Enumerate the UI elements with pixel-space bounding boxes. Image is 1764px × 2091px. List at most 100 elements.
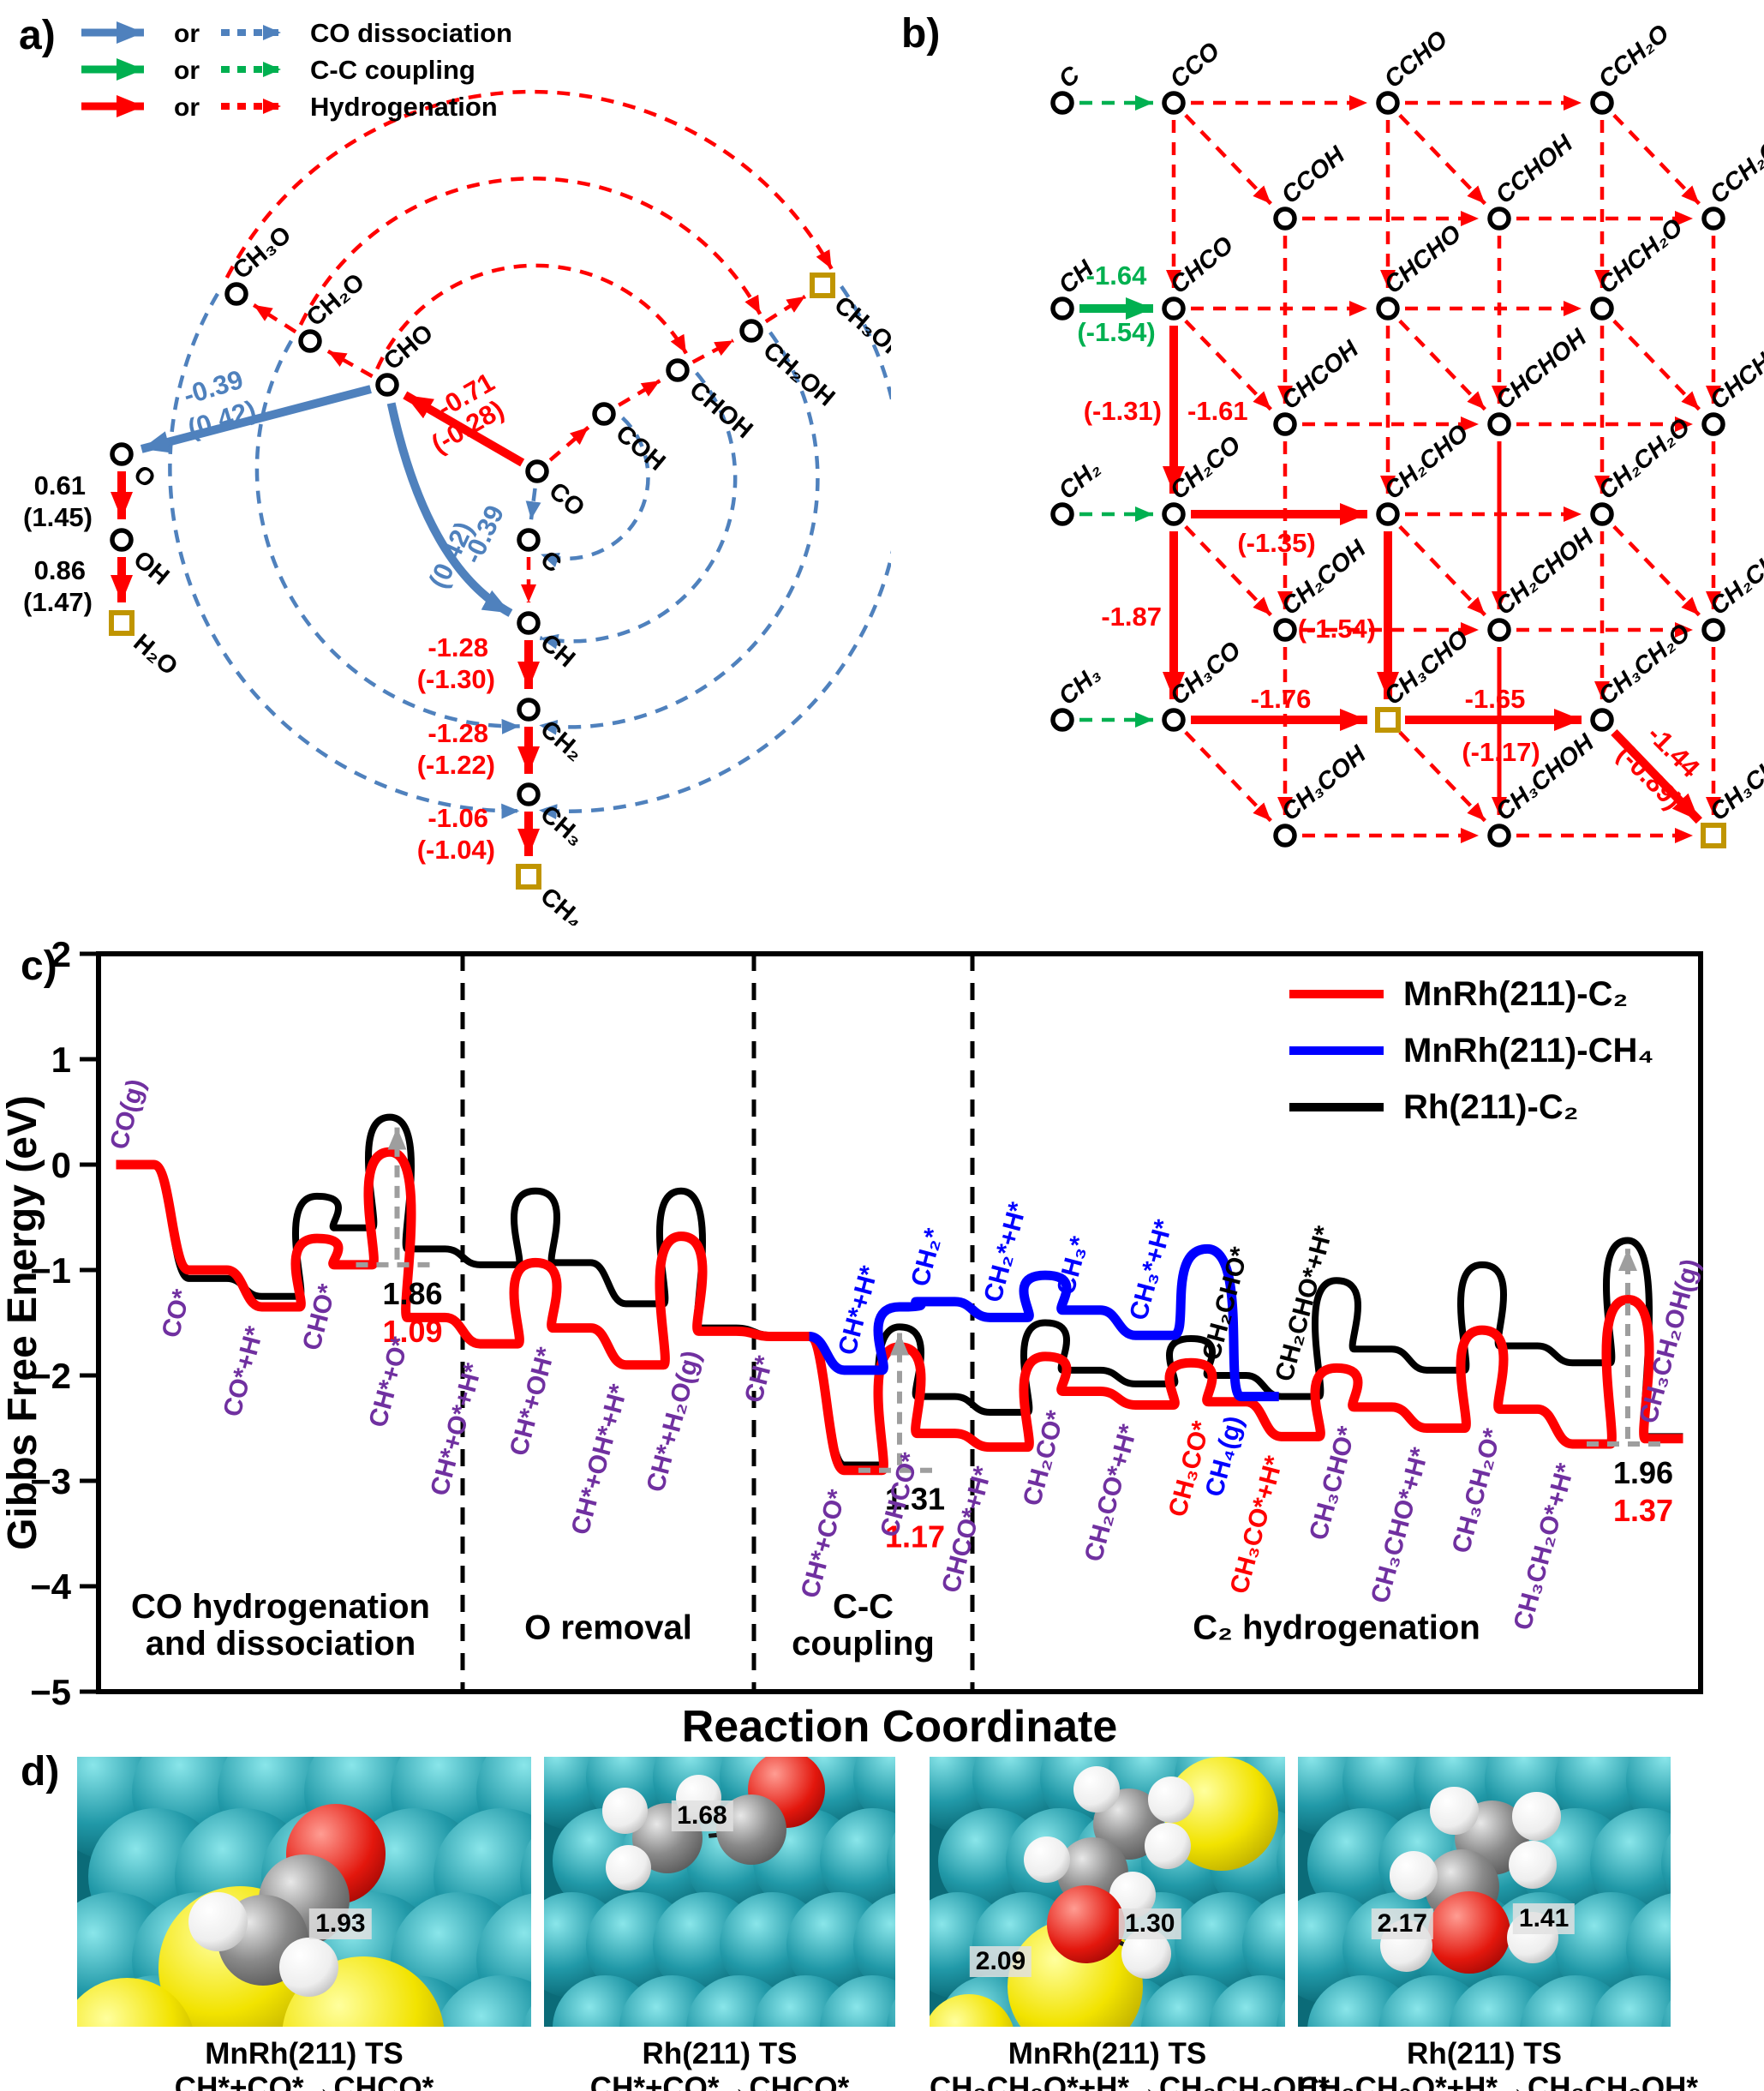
node-COH	[592, 402, 616, 426]
section-label: and dissociation	[146, 1625, 416, 1663]
node-label-C: C	[1054, 61, 1085, 94]
node-CH	[517, 611, 541, 635]
node-label-CH3COH: CH₃COH	[1277, 740, 1372, 827]
edge-value: -1.28	[428, 718, 488, 748]
ts-image-caption: Rh(211) TS CH₃CH₂O*+H*→CH₃CH₂OH*	[1298, 2037, 1698, 2091]
edge-CCO-CCOH	[1184, 113, 1272, 206]
node-CH2	[517, 698, 541, 722]
node-CH2	[1050, 502, 1074, 526]
y-tick-label: 0	[51, 1145, 71, 1185]
state-label: CH*	[739, 1352, 779, 1405]
edge-CO-COH	[548, 425, 590, 462]
y-tick-label: −1	[30, 1250, 71, 1291]
surface-atom-sphere	[886, 1807, 895, 1914]
edge-CHO-CH2O	[326, 349, 374, 379]
chart-legend-label: Rh(211)-C₂	[1403, 1088, 1578, 1126]
state-label: CH₂*	[906, 1225, 948, 1290]
node-CHOH	[666, 358, 690, 382]
node-CH2CH2OH	[1701, 618, 1725, 642]
node-label-C: C	[535, 546, 567, 578]
node-label-CH2O: CH₂O	[302, 268, 370, 332]
node-label-CH3CHO: CH₃CHO	[1379, 625, 1474, 710]
edge-value: (-1.35)	[1237, 528, 1315, 558]
node-CHCHO	[1376, 297, 1400, 321]
node-label-CH3CH2O: CH₃CH₂O	[1594, 619, 1695, 710]
atom-O	[1046, 1884, 1126, 1963]
atom-O	[1428, 1890, 1510, 1974]
edge-value: (1.47)	[23, 587, 93, 617]
node-label-CH: CH	[535, 629, 581, 673]
node-label-CHO: CHO	[379, 319, 439, 375]
node-label-CCH2O: CCH₂O	[1594, 20, 1675, 94]
edge-value: -1.87	[1101, 602, 1162, 632]
atom-H	[1508, 1840, 1558, 1890]
atom-H	[1023, 1836, 1070, 1883]
atom-H	[188, 1891, 248, 1951]
edge-value: -1.64	[1086, 261, 1147, 291]
edge-CH3OH-CH3	[538, 285, 891, 820]
node-H2O	[109, 610, 135, 636]
node-label-CO: CO	[544, 477, 590, 522]
edge-value: 0.61	[34, 470, 86, 500]
node-CHCHOH	[1487, 412, 1511, 436]
state-label: CO*	[157, 1286, 197, 1341]
section-label: C₂ hydrogenation	[1193, 1609, 1480, 1647]
y-tick-label: −3	[30, 1461, 71, 1501]
edge-value: -1.28	[428, 632, 488, 662]
edge-CHOH-CH	[539, 371, 738, 650]
node-CCOH	[1273, 207, 1297, 231]
atom-H	[1389, 1851, 1438, 1900]
barrier-value-red: 1.37	[1613, 1493, 1673, 1528]
ts-image-1: 1.93	[77, 1757, 531, 2027]
bond-distance-label: 1.30	[1119, 1908, 1181, 1940]
y-tick-label: −2	[30, 1356, 71, 1396]
node-CH2OH	[739, 319, 763, 343]
panel-d-tag: d)	[21, 1749, 60, 1794]
node-CH4	[516, 864, 541, 890]
node-C	[517, 528, 541, 552]
ts-caption-reaction: CH₃CH₂O*+H*→CH₃CH₂OH*	[1298, 2071, 1698, 2091]
edge-CH2O-CH3O	[253, 303, 297, 334]
ts-caption-reaction: CH*+CO*→CHCO*	[174, 2071, 434, 2091]
node-CH3O	[224, 282, 248, 306]
bond-distance-label: 1.93	[309, 1908, 372, 1940]
surface-atom-sphere	[1661, 1807, 1671, 1920]
edge-value: (1.45)	[23, 502, 93, 532]
ts-structure-images: 1.93 MnRh(211) TS CH*+CO*→CHCO* 1.68 Rh(211)…	[0, 1748, 1764, 2091]
node-CHCH2O	[1590, 297, 1614, 321]
plot-box	[96, 951, 1703, 1694]
panel-b-tag: b)	[901, 11, 941, 57]
edge-CHO-CHOH	[375, 263, 688, 370]
ts-image-caption: MnRh(211) TS CH₃CH₂O*+H*→CH₃CH₂OH*	[930, 2037, 1330, 2091]
legend-a-or: or	[174, 57, 200, 85]
node-OH	[110, 528, 134, 552]
node-label-CH2: CH₂	[535, 716, 589, 767]
edge-value: 0.86	[34, 555, 86, 585]
node-CH3CH2OH	[1701, 823, 1726, 848]
section-label: coupling	[792, 1625, 935, 1663]
panel-a: a) -0.71 (-0.28) -0.39 (0.42) -0.39 (0.42) 0.6…	[0, 0, 891, 926]
node-label-CCHO: CCHO	[1379, 26, 1453, 94]
node-label-CHCHOH: CHCHOH	[1491, 323, 1593, 415]
node-label-CH3OH: CH₃OH	[829, 291, 891, 367]
barrier-value-black: 1.96	[1613, 1455, 1673, 1490]
y-axis-title: Gibbs Free Energy (eV)	[0, 1095, 45, 1550]
edge-value: (-1.17)	[1462, 737, 1540, 767]
edge-value: (-1.54)	[1298, 614, 1376, 644]
legend-a-or: or	[174, 93, 200, 122]
c2-species-network-diagram: -1.64 (-1.54) (-1.31) -1.61 (-1.35) -1.87 (-1.…	[1050, 20, 1764, 848]
atom-H	[1430, 1786, 1479, 1836]
atom-H	[1148, 1776, 1195, 1824]
node-CH2CHOH	[1487, 618, 1511, 642]
y-tick-label: 2	[51, 934, 71, 974]
node-label-H2O: H₂O	[129, 629, 183, 681]
edge-CHOH-CH2OH	[691, 339, 734, 364]
state-label: CH₃*+H*	[1124, 1217, 1178, 1324]
node-CH3CH2O	[1590, 708, 1614, 732]
node-label-CH2: CH₂	[1054, 455, 1106, 506]
edge-CHO-O	[140, 385, 372, 453]
section-label: CO hydrogenation	[131, 1588, 430, 1626]
node-CH2O	[298, 329, 322, 353]
node-CH3CO	[1162, 708, 1186, 732]
node-CHCH2OH	[1701, 412, 1725, 436]
